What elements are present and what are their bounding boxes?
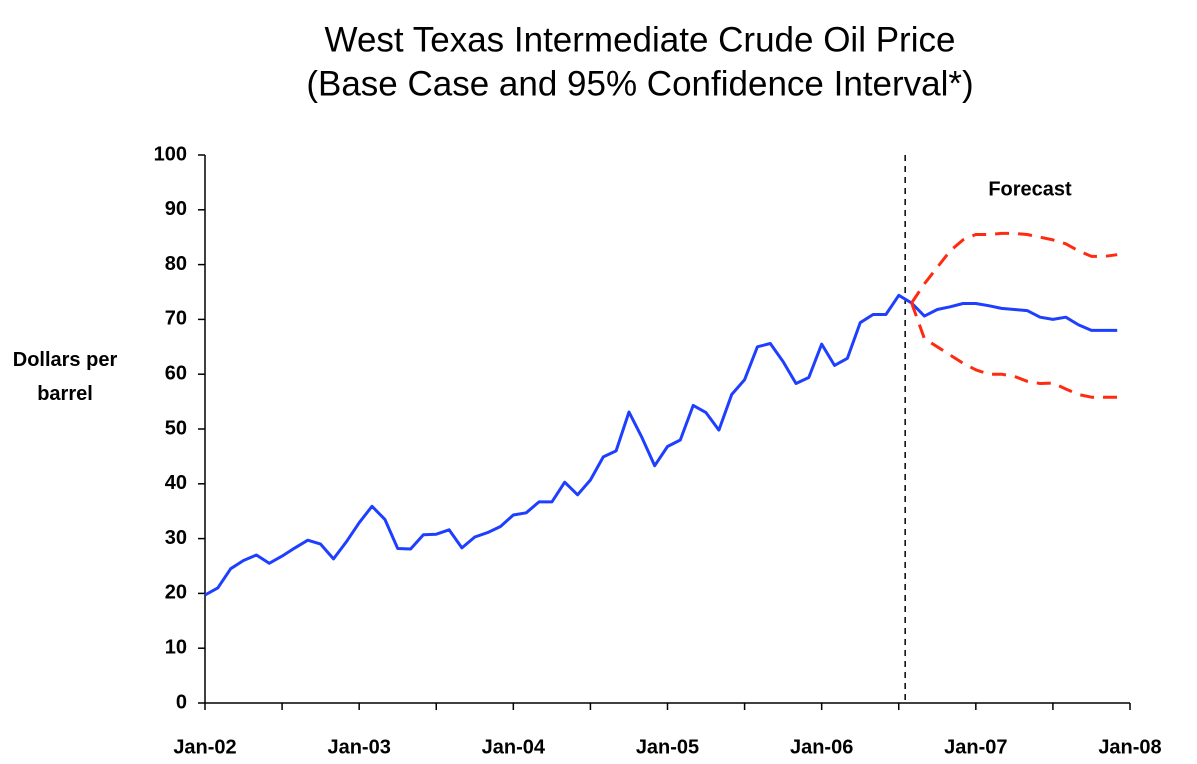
x-tick-label: Jan-06 (790, 736, 853, 758)
y-tick-label: 30 (165, 527, 187, 549)
x-tick-label: Jan-08 (1098, 736, 1161, 758)
x-tick-label: Jan-04 (482, 736, 546, 758)
y-tick-label: 80 (165, 253, 187, 275)
x-tick-label: Jan-02 (173, 736, 236, 758)
chart-title: West Texas Intermediate Crude Oil Price (325, 20, 956, 59)
x-tick-label: Jan-07 (944, 736, 1007, 758)
y-tick-label: 20 (165, 582, 187, 604)
y-tick-label: 70 (165, 308, 187, 330)
y-tick-label: 40 (165, 472, 187, 494)
x-tick-label: Jan-05 (636, 736, 699, 758)
y-tick-label: 60 (165, 362, 187, 384)
chart-subtitle: (Base Case and 95% Confidence Interval*) (306, 64, 973, 103)
series-line (910, 302, 1118, 399)
series-line (910, 231, 1118, 304)
y-tick-label: 10 (165, 636, 187, 658)
forecast-label: Forecast (988, 178, 1072, 200)
y-tick-label: 50 (165, 417, 187, 439)
x-tick-label: Jan-03 (327, 736, 390, 758)
y-axis-title: Dollars per barrel (12, 349, 118, 405)
y-tick-label: 0 (176, 691, 187, 713)
y-tick-label: 100 (154, 143, 187, 165)
series-line (204, 293, 1118, 597)
y-tick-label: 90 (165, 198, 187, 220)
